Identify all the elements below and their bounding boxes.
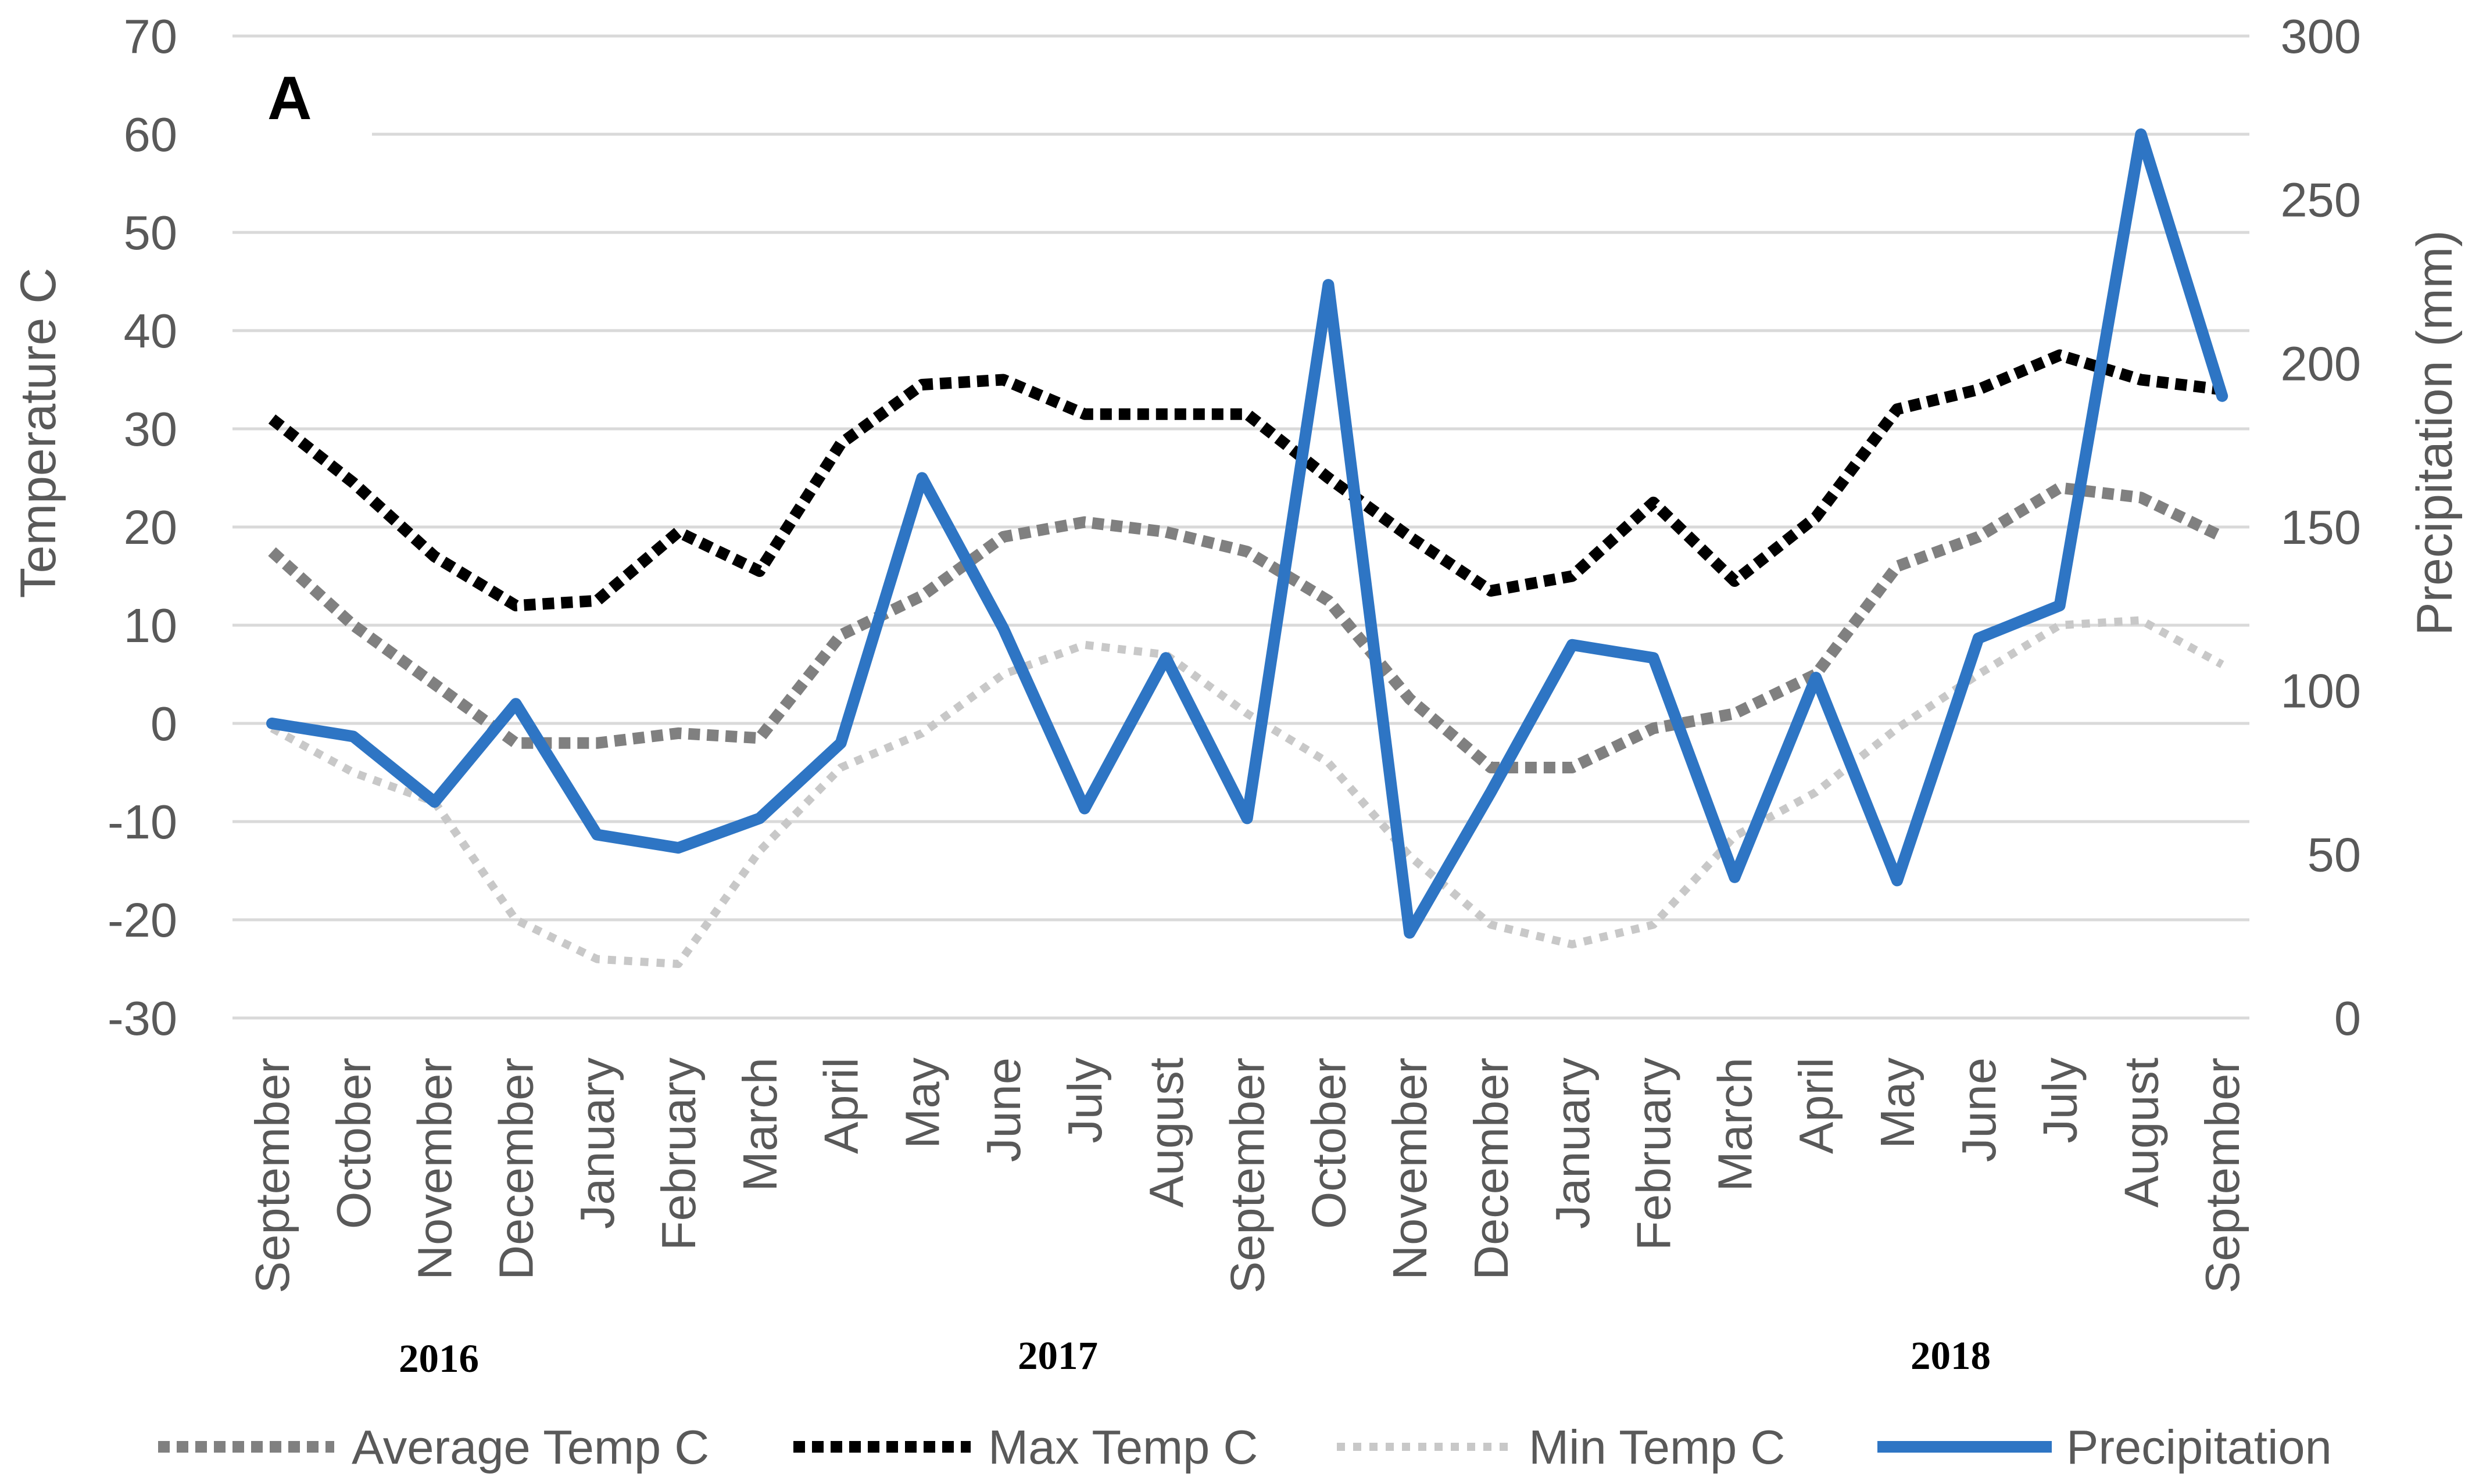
y-left-tick-label: 60: [124, 107, 177, 162]
y-left-tick-label: 70: [124, 9, 177, 63]
legend-label-average-temp: Average Temp C: [352, 1420, 709, 1474]
x-tick-label: March: [733, 1058, 787, 1192]
x-tick-label: June: [976, 1058, 1031, 1162]
series-line-precipitation: [266, 128, 2228, 939]
y-left-tick-label: 40: [124, 304, 177, 358]
x-tick-label: February: [652, 1058, 706, 1251]
y-left-tick-label: 20: [124, 500, 177, 554]
series-lines: [266, 128, 2228, 968]
x-tick-label: December: [1464, 1058, 1518, 1280]
gridlines: [232, 34, 2249, 1020]
y-left-tick-label: 50: [124, 206, 177, 260]
y-right-tick-label: 100: [2281, 664, 2361, 718]
x-tick-label: June: [1952, 1058, 2006, 1162]
year-label-2017: 2017: [1018, 1334, 1098, 1378]
y-left-tick-label: 0: [151, 697, 177, 751]
y-right-tick-label: 250: [2281, 173, 2361, 227]
y-right-tick-labels: 300 250 200 150 100 50 0: [2281, 9, 2361, 1045]
legend-label-max-temp: Max Temp C: [988, 1420, 1258, 1474]
x-tick-label: September: [245, 1058, 299, 1293]
x-tick-label: September: [2195, 1058, 2249, 1293]
legend-label-precipitation: Precipitation: [2066, 1420, 2332, 1474]
legend-label-min-temp: Min Temp C: [1529, 1420, 1785, 1474]
year-label-2018: 2018: [1911, 1334, 1991, 1378]
x-tick-label: January: [1546, 1058, 1600, 1230]
x-tick-label: November: [408, 1058, 462, 1280]
y-left-tick-label: -30: [108, 991, 177, 1045]
x-tick-labels: September October November December January F…: [245, 1058, 2249, 1294]
legend: Average Temp C Max Temp C Min Temp C Pre…: [158, 1420, 2332, 1474]
y-left-tick-label: -10: [108, 795, 177, 849]
x-tick-label: August: [1139, 1058, 1193, 1207]
x-tick-label: April: [1789, 1058, 1843, 1154]
x-tick-label: April: [814, 1058, 868, 1154]
x-tick-label: October: [1301, 1058, 1355, 1229]
x-tick-label: May: [895, 1058, 949, 1149]
x-tick-label: December: [489, 1058, 543, 1280]
x-tick-label: November: [1383, 1058, 1437, 1280]
x-tick-label: July: [2033, 1058, 2087, 1144]
y-right-tick-label: 0: [2334, 991, 2361, 1045]
y-left-tick-label: 30: [124, 402, 177, 456]
y-left-tick-label: -20: [108, 893, 177, 947]
y-left-tick-labels: 70 60 50 40 30 20 10 0 -10 -20 -30: [108, 9, 177, 1045]
y-right-tick-label: 200: [2281, 336, 2361, 390]
series-line-average-temp-c: [268, 482, 2225, 773]
series-line-min-temp-c: [270, 616, 2224, 968]
x-tick-label: January: [570, 1058, 624, 1230]
y-right-tick-label: 300: [2281, 9, 2361, 63]
year-label-2016: 2016: [399, 1336, 479, 1381]
x-tick-label: February: [1627, 1058, 1681, 1251]
y-left-axis-title: Temperature C: [10, 268, 66, 598]
y-right-tick-label: 150: [2281, 500, 2361, 554]
x-tick-label: October: [327, 1058, 381, 1229]
x-tick-label: September: [1221, 1058, 1275, 1293]
x-tick-label: May: [1870, 1058, 1924, 1149]
panel-label: A: [267, 64, 312, 132]
x-tick-label: August: [2114, 1058, 2168, 1207]
x-tick-label: July: [1058, 1058, 1112, 1144]
y-left-tick-label: 10: [124, 598, 177, 653]
x-tick-label: March: [1708, 1058, 1762, 1192]
series-line-max-temp-c: [268, 349, 2223, 612]
y-right-tick-label: 50: [2308, 827, 2361, 881]
y-right-axis-title: Precipitation (mm): [2407, 230, 2463, 636]
